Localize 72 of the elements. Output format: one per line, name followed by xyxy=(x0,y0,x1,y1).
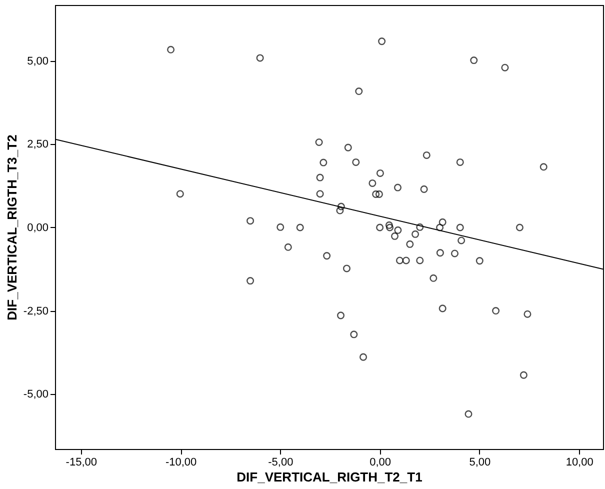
point xyxy=(276,223,284,231)
point xyxy=(350,330,358,338)
point xyxy=(438,304,446,312)
point xyxy=(385,221,393,229)
point xyxy=(458,236,466,244)
point xyxy=(246,277,254,285)
point xyxy=(470,56,478,64)
point xyxy=(342,264,350,272)
point xyxy=(396,256,404,264)
point xyxy=(436,249,444,257)
point xyxy=(320,158,328,166)
point xyxy=(394,226,402,234)
point xyxy=(376,224,384,232)
point xyxy=(316,174,324,182)
point xyxy=(394,184,402,192)
point xyxy=(376,169,384,177)
y-tick-label: -2,50 xyxy=(23,305,48,318)
point xyxy=(406,240,414,248)
point xyxy=(167,46,175,54)
point xyxy=(492,307,500,315)
point xyxy=(296,224,304,232)
x-tick-label: 10,00 xyxy=(566,456,594,468)
point xyxy=(438,218,446,226)
point xyxy=(450,250,459,258)
y-tick-label: -5,00 xyxy=(23,388,48,401)
point xyxy=(402,256,410,264)
point xyxy=(430,274,438,282)
x-tick-label: 0,00 xyxy=(370,456,392,468)
point xyxy=(246,217,254,225)
point xyxy=(368,179,376,187)
point xyxy=(360,353,368,361)
point xyxy=(524,310,532,318)
point xyxy=(176,190,184,198)
point xyxy=(540,163,548,171)
point xyxy=(323,252,331,260)
point xyxy=(476,257,484,265)
point xyxy=(520,371,528,379)
point xyxy=(416,223,424,231)
point xyxy=(464,410,472,418)
y-tick-label: 2,50 xyxy=(27,138,48,151)
point xyxy=(391,232,399,240)
point xyxy=(337,202,345,210)
point xyxy=(516,224,524,232)
point xyxy=(344,144,352,152)
point xyxy=(352,158,360,166)
point xyxy=(386,224,394,232)
point xyxy=(456,224,464,232)
point xyxy=(456,158,464,166)
x-tick-label: 5,00 xyxy=(469,456,491,468)
point xyxy=(336,312,345,320)
y-tick-label: 0,00 xyxy=(27,222,48,234)
point xyxy=(378,38,386,46)
point xyxy=(315,138,323,146)
point xyxy=(336,206,344,214)
point xyxy=(375,190,383,198)
x-tick-label: -5,00 xyxy=(268,456,294,468)
point xyxy=(284,243,292,251)
point xyxy=(422,151,430,159)
point xyxy=(420,185,428,193)
point xyxy=(436,224,444,232)
x-tick-label: -10,00 xyxy=(165,456,197,468)
point xyxy=(372,190,380,198)
point xyxy=(416,256,424,264)
point xyxy=(355,88,363,96)
point xyxy=(316,190,324,198)
point xyxy=(256,54,264,62)
point xyxy=(501,64,509,72)
x-tick-label: -15,00 xyxy=(66,456,98,468)
y-tick-label: 5,00 xyxy=(27,55,48,68)
point xyxy=(412,230,420,238)
x-axis-title: DIF_VERTICAL_RIGTH_T2_T1 xyxy=(236,470,422,484)
y-axis-title: DIF_VERTICAL_RIGTH_T3_T2 xyxy=(4,134,20,320)
